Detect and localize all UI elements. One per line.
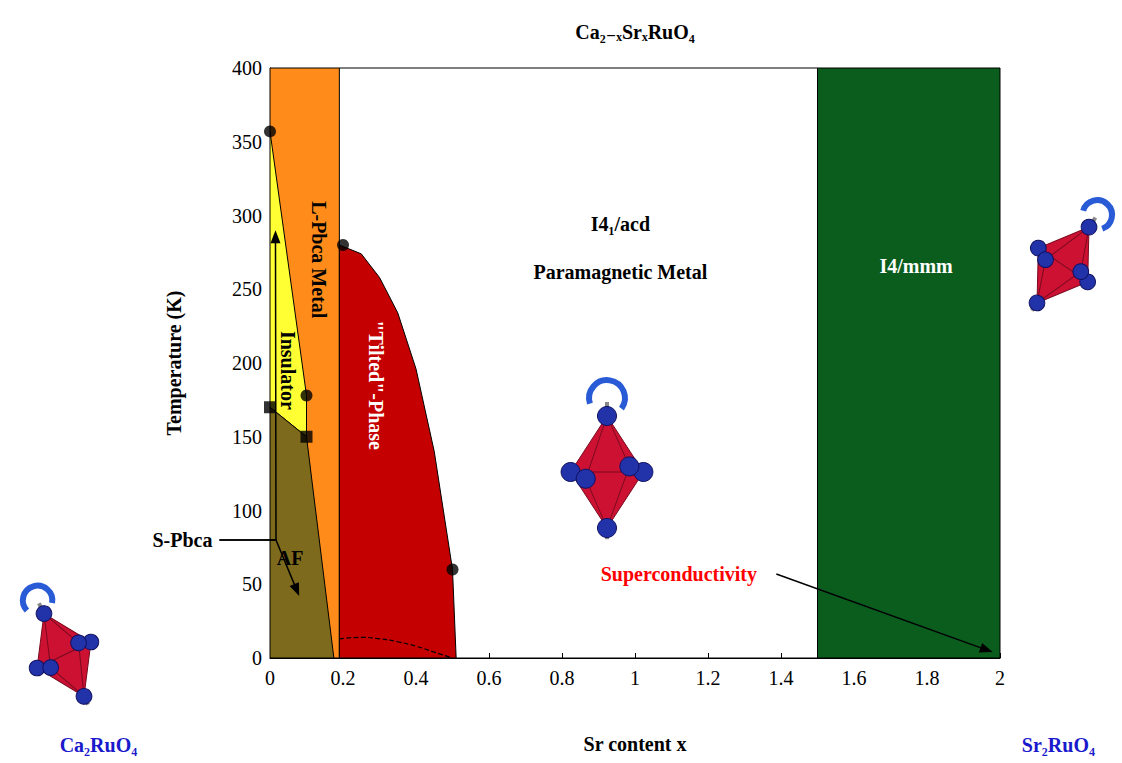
svg-text:AF: AF — [277, 547, 304, 569]
svg-text:Temperature (K): Temperature (K) — [163, 291, 186, 436]
svg-text:Paramagnetic Metal: Paramagnetic Metal — [533, 261, 707, 284]
svg-text:400: 400 — [232, 57, 262, 79]
svg-text:Superconductivity: Superconductivity — [601, 563, 757, 586]
svg-text:1.2: 1.2 — [696, 667, 721, 689]
svg-text:0.2: 0.2 — [331, 667, 356, 689]
svg-text:Insulator: Insulator — [277, 331, 299, 410]
svg-text:0: 0 — [252, 647, 262, 669]
svg-text:L-Pbca Metal: L-Pbca Metal — [308, 201, 330, 319]
svg-text:1: 1 — [630, 667, 640, 689]
svg-text:I4/mmm: I4/mmm — [879, 255, 953, 277]
svg-text:0.8: 0.8 — [550, 667, 575, 689]
svg-text:1.4: 1.4 — [769, 667, 794, 689]
svg-text:50: 50 — [242, 573, 262, 595]
svg-text:Sr content x: Sr content x — [584, 733, 687, 755]
svg-text:0.6: 0.6 — [477, 667, 502, 689]
svg-text:300: 300 — [232, 205, 262, 227]
svg-text:1.8: 1.8 — [915, 667, 940, 689]
svg-text:150: 150 — [232, 426, 262, 448]
svg-text:Ca₂₋ₓSrₓRuO₄: Ca₂₋ₓSrₓRuO₄ — [575, 21, 695, 43]
svg-text:S-Pbca: S-Pbca — [152, 529, 212, 551]
svg-text:"Tilted"-Phase: "Tilted"-Phase — [365, 320, 387, 450]
svg-text:0: 0 — [265, 667, 275, 689]
svg-text:I4₁/acd: I4₁/acd — [591, 213, 650, 235]
svg-text:Ca₂RuO₄: Ca₂RuO₄ — [60, 734, 138, 756]
svg-text:1.6: 1.6 — [842, 667, 867, 689]
svg-text:Sr₂RuO₄: Sr₂RuO₄ — [1022, 734, 1095, 756]
svg-text:2: 2 — [995, 667, 1005, 689]
svg-text:100: 100 — [232, 500, 262, 522]
svg-text:250: 250 — [232, 278, 262, 300]
svg-text:350: 350 — [232, 131, 262, 153]
svg-text:200: 200 — [232, 352, 262, 374]
svg-text:0.4: 0.4 — [404, 667, 429, 689]
